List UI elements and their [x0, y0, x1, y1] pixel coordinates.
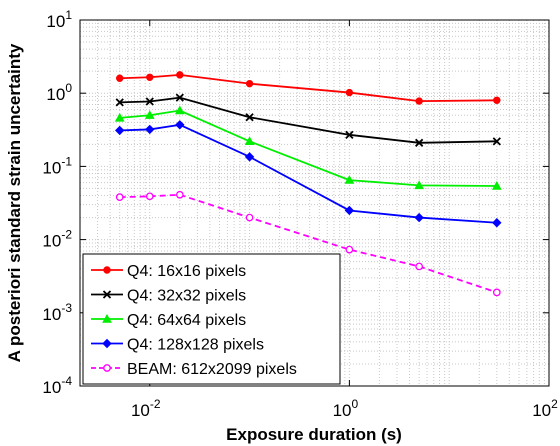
- legend: Q4: 16x16 pixels Q4: 32x32 pixels Q4: 64x6…: [82, 253, 341, 385]
- data-point: [145, 192, 154, 201]
- y-tick-label: 10-3: [42, 301, 72, 324]
- legend-label: Q4: 32x32 pixels: [127, 288, 246, 305]
- legend-label: Q4: 128x128 pixels: [127, 337, 264, 354]
- data-point: [176, 71, 184, 79]
- data-point: [245, 113, 254, 122]
- legend-label: Q4: 64x64 pixels: [127, 312, 246, 329]
- data-point: [116, 74, 124, 82]
- data-point: [491, 180, 502, 190]
- legend-item: Q4: 16x16 pixels: [91, 263, 246, 280]
- data-point: [493, 96, 501, 104]
- y-axis-title: A posteriori standard strain uncertainty: [5, 43, 24, 362]
- data-point: [415, 262, 423, 271]
- y-tick-label: 10-4: [42, 374, 72, 397]
- data-point: [492, 137, 501, 146]
- legend-item: Q4: 128x128 pixels: [91, 337, 264, 354]
- legend-marker: [102, 338, 112, 349]
- data-point: [245, 79, 254, 88]
- legend-label: BEAM: 612x2099 pixels: [127, 361, 297, 378]
- data-point: [175, 190, 184, 199]
- series-2: [115, 93, 501, 147]
- data-point: [492, 288, 501, 297]
- data-point: [344, 205, 355, 216]
- data-point: [115, 125, 125, 136]
- y-tick-label: 101: [46, 8, 72, 31]
- data-point: [115, 98, 124, 107]
- y-tick-label: 10-2: [42, 228, 72, 251]
- legend-marker: [103, 266, 111, 274]
- data-point: [414, 212, 424, 223]
- legend-item: Q4: 32x32 pixels: [91, 288, 246, 305]
- data-point: [345, 130, 354, 139]
- series-4: [115, 120, 502, 228]
- legend-marker: [102, 313, 112, 323]
- data-point: [175, 120, 185, 130]
- data-point: [344, 175, 355, 184]
- legend-label: Q4: 16x16 pixels: [127, 263, 246, 280]
- plot-frame: [79, 19, 550, 387]
- data-point: [244, 152, 255, 162]
- x-tick-label: 10-2: [131, 397, 161, 420]
- data-point: [415, 97, 423, 105]
- data-point: [244, 136, 255, 146]
- data-point: [144, 110, 155, 119]
- data-point: [175, 93, 184, 102]
- legend-marker: [102, 290, 112, 299]
- series-3: [114, 105, 502, 190]
- y-tick-label: 100: [46, 81, 72, 104]
- data-point: [414, 180, 424, 190]
- x-tick-label: 100: [333, 397, 359, 420]
- series-layer: [114, 71, 502, 297]
- data-point: [114, 112, 125, 122]
- y-tick-label: 10-1: [42, 154, 72, 177]
- data-point: [492, 218, 502, 228]
- data-point: [245, 213, 254, 222]
- data-point: [115, 193, 124, 202]
- x-axis-title: Exposure duration (s): [226, 425, 402, 444]
- legend-marker: [103, 364, 111, 372]
- series-1: [116, 71, 501, 105]
- data-point: [145, 124, 155, 135]
- data-point: [345, 88, 354, 97]
- data-point: [145, 97, 154, 106]
- data-point: [174, 105, 185, 115]
- data-point: [146, 73, 154, 81]
- legend-box: [82, 253, 341, 385]
- data-point: [415, 138, 424, 147]
- x-tick-label: 102: [532, 397, 558, 420]
- legend-item: Q4: 64x64 pixels: [91, 312, 246, 329]
- legend-item: BEAM: 612x2099 pixels: [91, 361, 297, 378]
- data-point: [345, 245, 354, 254]
- series-5: [115, 190, 501, 297]
